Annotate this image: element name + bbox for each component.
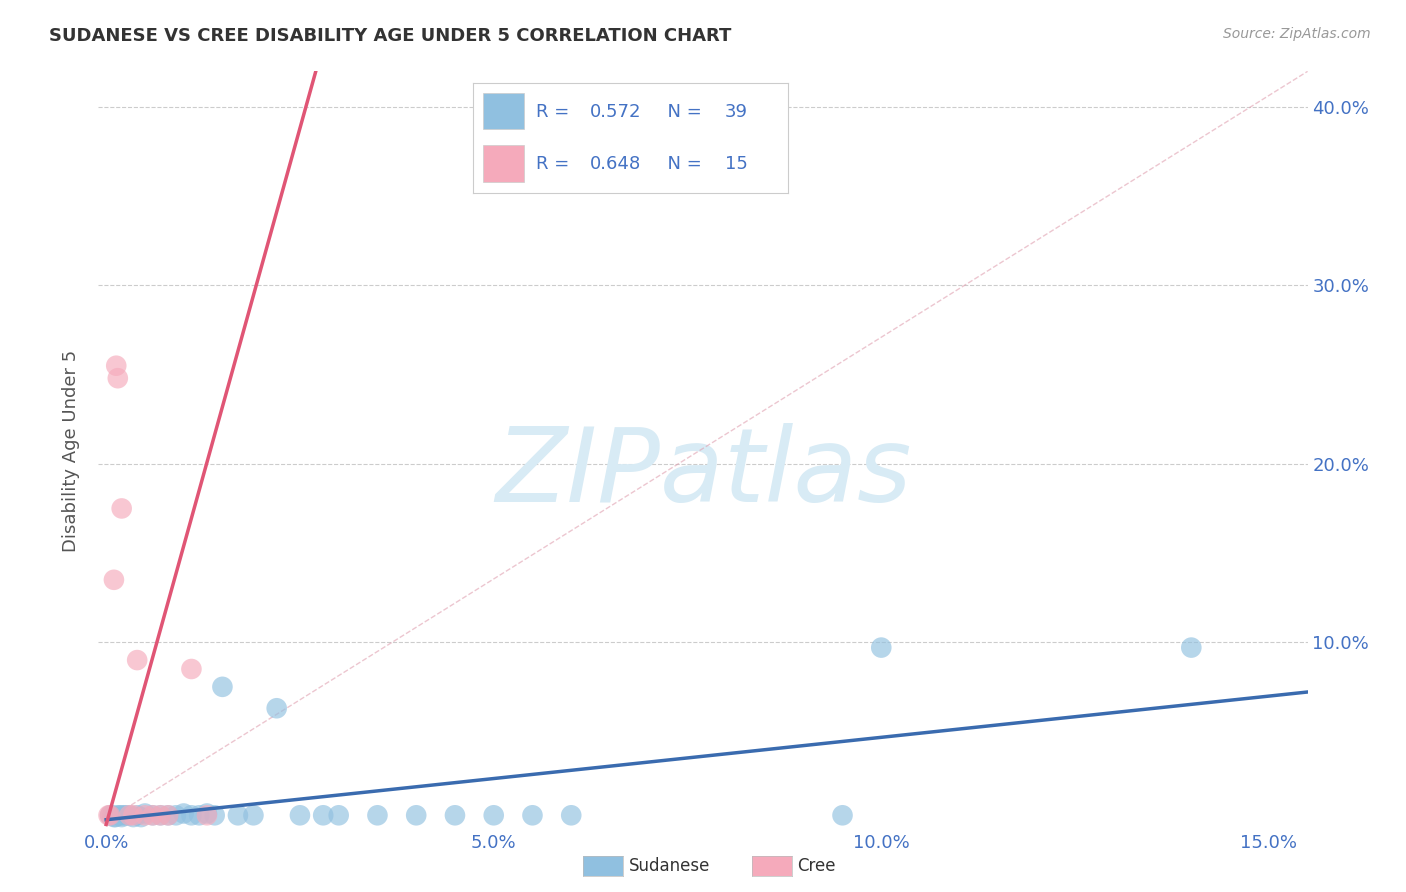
Point <box>103 810 125 824</box>
Text: SUDANESE VS CREE DISABILITY AGE UNDER 5 CORRELATION CHART: SUDANESE VS CREE DISABILITY AGE UNDER 5 … <box>49 27 731 45</box>
Point <box>180 808 202 822</box>
Point <box>108 808 131 822</box>
Point <box>195 808 218 822</box>
Text: Source: ZipAtlas.com: Source: ZipAtlas.com <box>1223 27 1371 41</box>
Point <box>107 808 129 822</box>
Point <box>560 808 582 822</box>
Point <box>122 808 145 822</box>
Point <box>98 808 121 822</box>
Point <box>107 371 129 385</box>
Point <box>405 808 427 822</box>
Point <box>112 808 135 822</box>
Point <box>204 808 226 822</box>
Point <box>165 808 187 822</box>
Point <box>180 662 202 676</box>
Point <box>188 808 211 822</box>
Text: ZIPatlas: ZIPatlas <box>495 423 911 524</box>
Point <box>266 701 288 715</box>
Text: Cree: Cree <box>797 857 835 875</box>
Point <box>870 640 893 655</box>
Point <box>142 808 165 822</box>
Point <box>482 808 505 822</box>
Point <box>101 808 124 822</box>
Point <box>104 810 127 824</box>
Point <box>328 808 350 822</box>
Text: Sudanese: Sudanese <box>628 857 710 875</box>
Point <box>1180 640 1202 655</box>
Point <box>103 573 125 587</box>
Point <box>134 808 156 822</box>
Point <box>122 810 145 824</box>
Point <box>114 808 136 822</box>
Point <box>831 808 853 822</box>
Point <box>98 808 121 822</box>
Point <box>226 808 249 822</box>
Point <box>142 808 165 822</box>
Y-axis label: Disability Age Under 5: Disability Age Under 5 <box>62 350 80 551</box>
Point <box>149 808 172 822</box>
Point <box>366 808 388 822</box>
Point <box>127 808 149 822</box>
Point <box>242 808 264 822</box>
Point <box>195 806 218 821</box>
Point <box>444 808 467 822</box>
Point <box>111 501 134 516</box>
Point <box>157 808 180 822</box>
Point <box>134 806 156 821</box>
Point <box>118 808 141 822</box>
Point <box>173 806 195 821</box>
Point <box>118 808 141 822</box>
Point <box>157 808 180 822</box>
Point <box>105 359 128 373</box>
Point <box>129 810 152 824</box>
Point <box>149 808 172 822</box>
Point <box>211 680 233 694</box>
Point <box>111 810 134 824</box>
Point <box>288 808 311 822</box>
Point <box>97 808 120 822</box>
Point <box>127 653 149 667</box>
Point <box>522 808 544 822</box>
Point <box>312 808 335 822</box>
